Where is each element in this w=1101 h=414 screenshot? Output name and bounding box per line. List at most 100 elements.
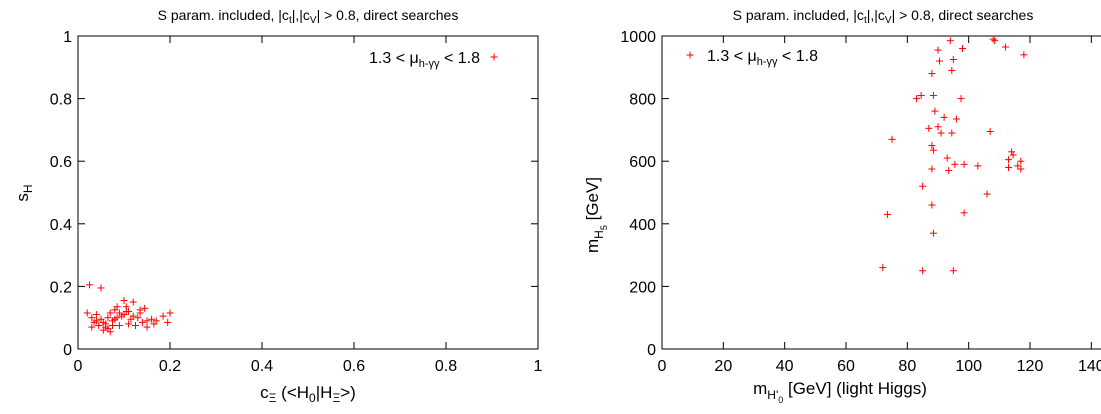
chart-right-ytick-label: 1000 [620,29,656,46]
chart-right-data-point [917,91,925,99]
chart-left-title-sub-t: t [289,15,292,26]
chart-left-xlabel-sub-xi2: Ξ [332,391,340,405]
chart-right-data-point [940,113,948,121]
chart-right-legend-p2: < 1.8 [777,48,818,65]
chart-left-data-point [109,322,116,330]
chart-left-title-part2: |,|c [292,7,310,23]
chart-left-data-point [143,317,151,325]
chart-right: S param. included, |ct|,|cV| > 0.8, dire… [583,7,1101,405]
chart-left-xtick-label: 0 [74,358,83,375]
chart-left-ytick-label: 1 [63,29,72,46]
chart-left-xtick-label: 1 [534,358,543,375]
chart-right-data-point [928,142,936,150]
chart-right-data-point [949,55,957,63]
chart-left-data-point [132,322,139,330]
chart-right-data-point [929,91,937,99]
chart-right-xtick-label: 40 [776,358,794,375]
chart-right-ylabel-sub-5: 5 [599,225,609,230]
chart-right-xtick-label: 60 [837,358,855,375]
chart-left-points [83,281,174,336]
chart-left-xlabel-p1: (<H [276,383,309,402]
chart-left-data-point [97,284,105,292]
chart-left: S param. included, |ct|,|cV| > 0.8, dire… [13,7,543,405]
chart-left-data-point [88,314,96,322]
chart-left-y-ticks: 0 0.2 0.4 0.6 0.8 1 [50,29,538,359]
chart-right-data-point [936,57,944,65]
chart-right-data-point [931,107,939,115]
chart-left-data-point [122,307,130,315]
chart-left-data-point [115,322,123,330]
chart-left-data-point [148,315,156,323]
chart-right-data-point [1014,162,1022,170]
chart-right-data-point [951,160,959,168]
chart-right-title-sub-t: t [864,15,867,26]
chart-right-data-point [960,160,968,168]
chart-right-data-point [879,264,887,272]
chart-right-legend-marker [686,51,694,59]
chart-left-data-point [134,314,142,322]
chart-right-data-point [913,95,921,103]
chart-left-xlabel: cΞ (<H0|HΞ>) [260,383,356,405]
chart-left-ylabel-main: s [13,193,32,202]
chart-left-legend-sub: h-γγ [419,58,440,70]
chart-left-title-sub-v: V [310,15,317,26]
chart-left-data-point [104,314,112,322]
chart-right-xlabel: mH'0 [GeV] (light Higgs) [753,379,927,405]
chart-left-plot-frame [77,35,539,350]
chart-right-data-point [960,209,968,217]
chart-left-legend-plus-icon [490,53,498,61]
chart-left-data-point [125,320,133,328]
chart-left-xtick-label: 0.4 [251,358,273,375]
chart-left-ylabel: sH [13,184,35,201]
chart-right-legend-sub: h-γγ [757,56,778,68]
chart-left-data-point [159,312,167,320]
chart-right-data-point [919,267,927,275]
chart-right-title-sub-v: V [885,15,892,26]
chart-right-ylabel-m: m [583,239,602,253]
chart-right-plot-frame [661,35,1101,350]
chart-left-data-point [136,306,144,314]
chart-left-data-point [99,318,107,326]
chart-right-data-point [1001,43,1009,51]
chart-right-data-point [974,162,982,170]
chart-left-data-point [83,309,91,317]
chart-right-data-point [948,66,956,74]
chart-left-data-point [166,309,174,317]
chart-right-xlabel-sub-0: 0 [778,395,783,405]
chart-right-title-part2: |,|c [867,7,885,23]
chart-right-x-ticks: 0 20 40 60 80 100 120 140 [658,36,1101,375]
chart-left-ylabel-sub: H [21,184,35,193]
chart-right-xtick-label: 120 [1017,358,1044,375]
chart-right-data-point [983,190,991,198]
chart-right-ytick-label: 800 [629,92,656,109]
chart-right-xtick-label: 100 [955,358,982,375]
chart-right-data-point [949,267,957,275]
chart-right-points [879,35,1028,275]
chart-left-data-point [92,311,100,319]
chart-right-data-point [946,37,954,45]
chart-right-data-point [929,146,937,154]
chart-right-title-part1: S param. included, |c [733,7,864,23]
chart-left-ytick-label: 0.4 [50,217,72,234]
chart-left-xlabel-sub-xi: Ξ [269,391,277,405]
chart-left-x-ticks: 0 0.2 0.4 0.6 0.8 1 [74,36,543,375]
chart-right-ytick-label: 400 [629,217,656,234]
chart-right-data-point [919,182,927,190]
chart-right-data-point [928,201,936,209]
chart-right-ytick-label: 200 [629,279,656,296]
chart-right-ylabel-sub-h: H [592,230,606,239]
chart-left-ytick-label: 0.8 [50,92,72,109]
chart-left-title-part3: | > 0.8, direct searches [317,7,459,23]
chart-left-legend-p2: < 1.8 [440,50,481,67]
chart-right-legend-p1: 1.3 < μ [707,48,757,65]
chart-left-legend: 1.3 < μh-γγ < 1.8 [369,50,498,70]
chart-left-data-point [88,323,96,331]
chart-right-legend-plus-icon [686,51,694,59]
chart-left-data-point [129,312,137,320]
chart-right-legend-label: 1.3 < μh-γγ < 1.8 [707,48,818,68]
chart-right-xtick-label: 140 [1078,358,1101,375]
chart-left-data-point [92,317,100,325]
chart-left-data-point [152,317,160,325]
chart-left-xlabel-p2: |H [316,383,333,402]
